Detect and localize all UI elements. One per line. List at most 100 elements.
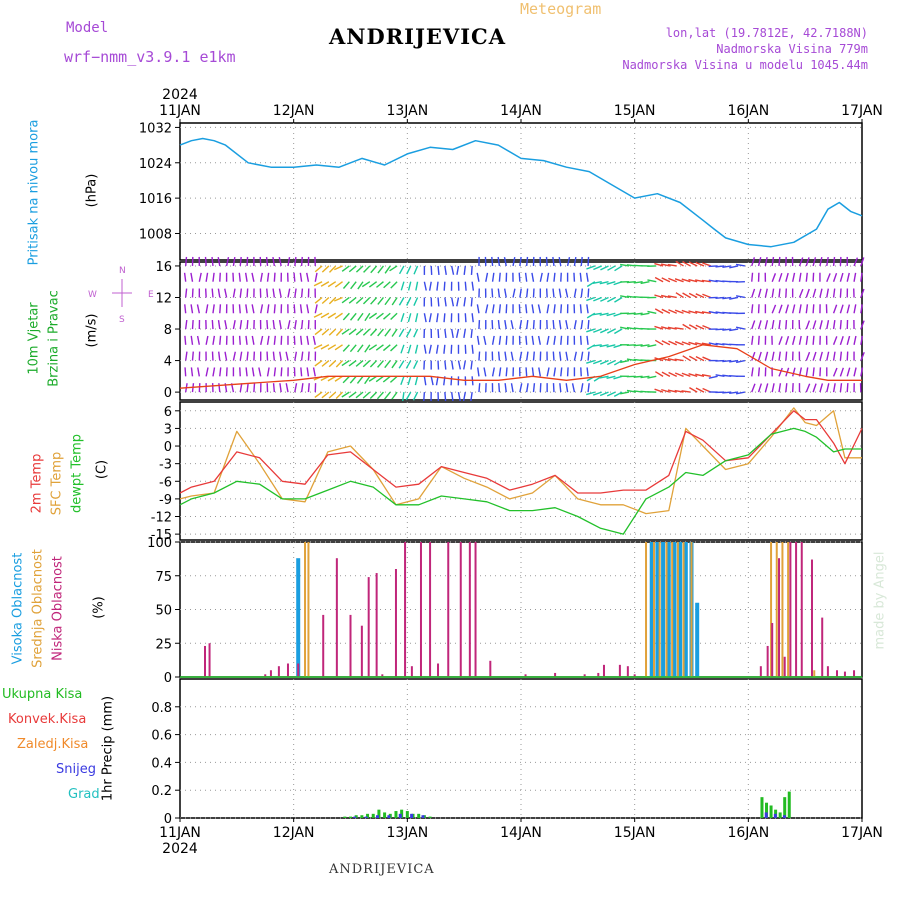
wind-arrow <box>519 383 523 393</box>
wind-arrow <box>211 320 214 330</box>
wind-arrow <box>620 326 630 330</box>
wind-arrow <box>524 272 528 282</box>
wind-arrow <box>184 335 187 345</box>
y-tick-label: 1032 <box>139 121 172 136</box>
wind-arrow <box>722 296 732 300</box>
cloud-bar <box>695 602 700 677</box>
wind-arrow <box>606 344 616 348</box>
y-tick-label: 100 <box>147 536 172 551</box>
wind-arrow <box>626 389 636 393</box>
wind-arrow <box>368 312 378 319</box>
wind-arrow <box>335 391 344 399</box>
wind-arrow <box>599 391 609 397</box>
wind-arrow <box>819 351 823 361</box>
wind-arrow <box>538 367 542 377</box>
wind-arrow <box>566 256 571 267</box>
wind-arrow <box>423 376 427 386</box>
wind-arrow <box>375 375 384 383</box>
wind-arrow <box>498 335 502 345</box>
wind-arrow <box>682 292 691 299</box>
wind-arrow <box>674 278 684 283</box>
wind-arrow <box>278 288 282 298</box>
cloud-bar <box>766 645 769 677</box>
precip-bar <box>421 815 425 818</box>
wind-arrow <box>633 344 643 347</box>
wind-arrow <box>812 304 815 314</box>
wind-arrow <box>197 367 201 377</box>
wind-arrow <box>853 272 857 282</box>
wind-arrow <box>314 391 323 398</box>
wind-arrow <box>553 272 556 282</box>
wind-arrow <box>552 256 555 267</box>
wind-arrow <box>251 367 255 377</box>
wind-arrow <box>436 281 439 291</box>
cloud-bar <box>269 670 272 677</box>
compass-east: E <box>148 290 154 300</box>
wind-arrow <box>600 265 609 271</box>
wind-arrow <box>701 373 711 378</box>
wind-arrow <box>300 256 303 266</box>
wind-arrow <box>407 281 412 291</box>
wind-arrow <box>826 273 831 282</box>
cloud-bar <box>771 623 774 677</box>
wind-arrow <box>647 310 657 314</box>
wind-arrow <box>620 295 630 299</box>
wind-arrow <box>600 296 609 302</box>
wind-arrow <box>251 335 255 345</box>
wind-arrow <box>211 288 214 298</box>
wind-arrow <box>369 360 378 368</box>
wind-arrow <box>614 296 623 303</box>
wind-arrow <box>586 296 596 302</box>
wind-arrow <box>614 265 623 272</box>
cloud-bar <box>626 666 629 677</box>
wind-arrow <box>661 371 671 377</box>
wind-arrow <box>232 288 236 298</box>
cloud-bar <box>813 670 816 677</box>
wind-arrow <box>238 304 241 314</box>
wind-arrow <box>688 355 698 362</box>
wind-arrow <box>600 328 609 334</box>
wind-arrow <box>334 281 343 288</box>
wind-arrow <box>246 288 249 298</box>
wind-arrow <box>860 367 864 377</box>
wind-arrow <box>356 375 364 384</box>
wind-arrow <box>525 367 528 377</box>
model-name: wrf−nmm_v3.9.1 e1km <box>64 48 236 66</box>
wind-arrow <box>357 312 364 321</box>
cloud-bar <box>489 660 492 677</box>
x-tick-label-bottom: 11JAN <box>159 825 201 841</box>
wind-arrow <box>688 341 698 346</box>
wind-arrow <box>853 257 859 267</box>
wind-arrow <box>205 335 209 345</box>
legend-snow: Snijeg <box>56 762 96 777</box>
wind-arrow <box>184 288 188 298</box>
wind-arrow <box>471 344 474 354</box>
wind-arrow <box>320 312 330 319</box>
wind-arrow <box>640 281 650 285</box>
wind-arrow <box>701 279 711 283</box>
wind-arrow <box>654 308 664 314</box>
wind-arrow <box>239 351 243 361</box>
wind-arrow <box>682 323 691 330</box>
y-tick-label: 1008 <box>139 227 172 242</box>
wind-arrow <box>675 260 684 267</box>
wind-arrow <box>751 383 756 393</box>
wind-arrow <box>327 312 337 319</box>
wind-arrow <box>265 256 269 267</box>
wind-arrow <box>778 383 782 393</box>
wind-arrow <box>599 312 609 316</box>
wind-arrow <box>778 351 781 361</box>
wind-arrow <box>300 367 303 377</box>
x-tick-label-bottom: 12JAN <box>273 825 315 841</box>
cloud-bar <box>661 542 666 677</box>
wind-arrow <box>839 351 843 361</box>
wind-arrow <box>560 304 563 314</box>
wind-arrow <box>328 360 337 368</box>
cloud-bar <box>770 542 773 677</box>
precip-bar <box>774 809 778 818</box>
wind-arrow <box>593 328 602 333</box>
wind-arrow <box>586 335 589 345</box>
wind-arrow <box>580 320 584 330</box>
wind-arrow <box>198 272 202 282</box>
wind-arrow <box>735 263 746 267</box>
